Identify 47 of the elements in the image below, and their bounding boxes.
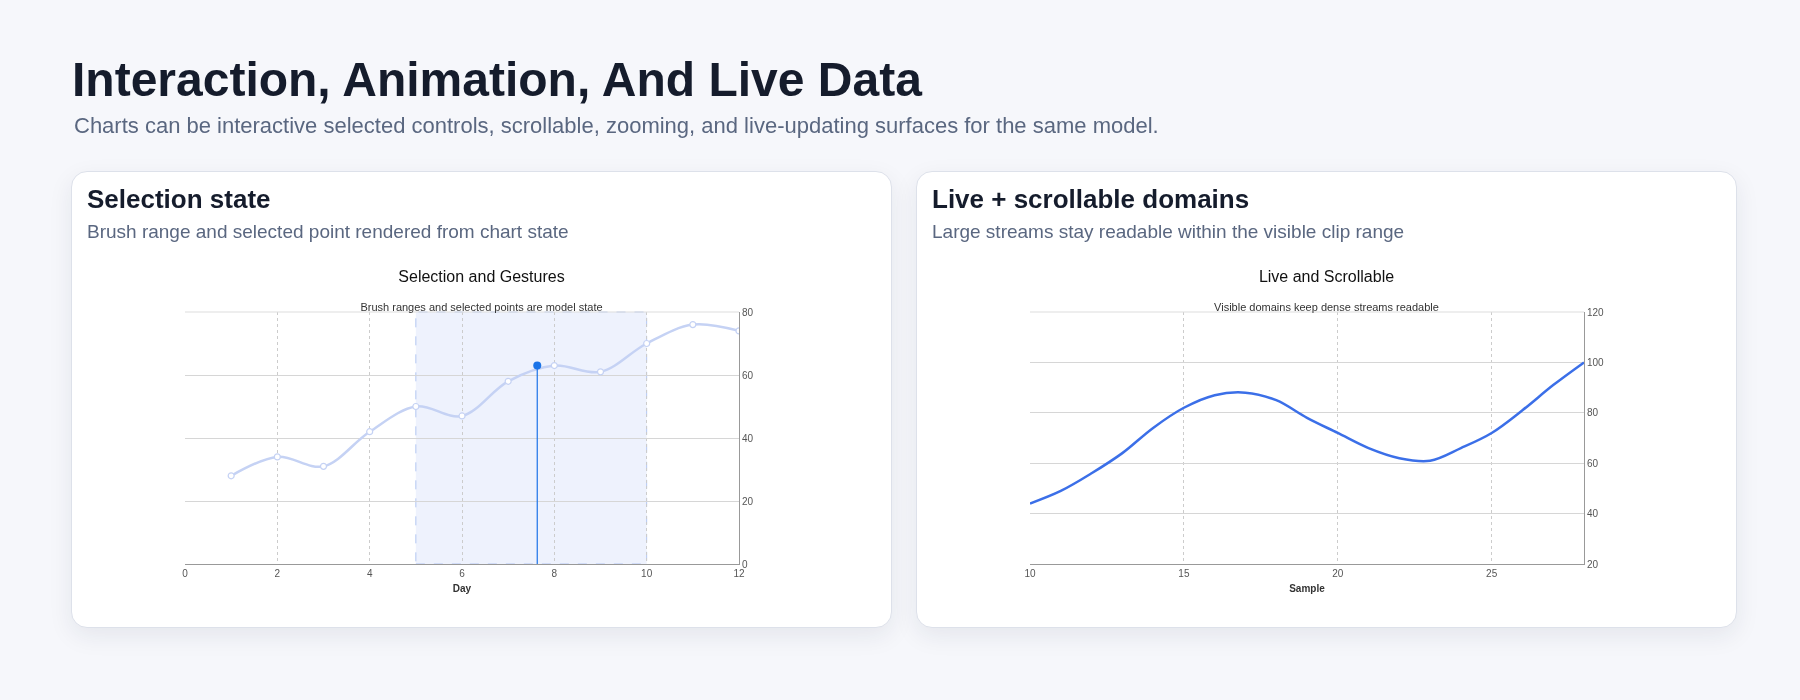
- x-tick-label: 4: [366, 568, 373, 579]
- y-tick-label: 20: [1587, 558, 1599, 570]
- x-tick-label: 15: [1178, 568, 1190, 579]
- point: [689, 321, 697, 329]
- line-series: [1030, 361, 1584, 505]
- chart-subtitle: Visible domains keep dense streams readable: [1214, 300, 1439, 313]
- chart-title: Selection and Gestures: [398, 268, 565, 286]
- x-axis-title: Day: [452, 582, 472, 594]
- chart-subtitle: Brush ranges and selected points are model state: [360, 300, 603, 313]
- text: Selection state: [87, 184, 272, 215]
- y-tick-label: 40: [1587, 508, 1599, 520]
- point: [319, 462, 328, 470]
- x-tick-label: 8: [551, 568, 558, 579]
- text: Large streams stay readable within the visible clip range: [932, 221, 1406, 243]
- point: [458, 412, 466, 420]
- text: Brush range and selected point rendered from chart state: [87, 221, 570, 243]
- x-tick-label: 0: [182, 568, 189, 579]
- text: Charts can be interactive selected controls, scrollable, zooming, and live-updating surfaces for the same model.: [74, 113, 1159, 139]
- point: [504, 377, 512, 385]
- text: Interaction, Animation, And Live Data: [72, 52, 924, 107]
- point: [550, 361, 558, 370]
- y-tick-label: 80: [1587, 407, 1599, 419]
- chart-title: Live and Scrollable: [1258, 268, 1395, 286]
- y-tick-label: 120: [1587, 306, 1605, 318]
- x-tick-label: 10: [641, 568, 653, 579]
- x-tick-label: 10: [1024, 568, 1036, 579]
- x-tick-label: 20: [1332, 568, 1344, 579]
- x-tick-label: 2: [274, 568, 281, 579]
- y-tick-label: 100: [1587, 356, 1605, 368]
- x-tick-label: 6: [459, 568, 466, 579]
- y-tick-label: 80: [742, 306, 754, 318]
- y-tick-label: 20: [742, 495, 754, 507]
- y-tick-label: 60: [1587, 457, 1599, 469]
- y-tick-label: 0: [742, 558, 748, 570]
- point: [227, 472, 235, 480]
- point: [366, 428, 374, 436]
- y-tick-label: 60: [742, 369, 754, 381]
- y-tick-label: 40: [742, 432, 754, 444]
- point: [596, 368, 605, 376]
- point: [412, 402, 420, 411]
- point: [533, 361, 542, 370]
- x-tick-label: 25: [1486, 568, 1498, 579]
- x-axis-title: Sample: [1289, 582, 1326, 594]
- point: [643, 339, 651, 348]
- x-tick-label: 12: [733, 568, 745, 579]
- point: [273, 453, 281, 461]
- text: Live + scrollable domains: [932, 184, 1251, 215]
